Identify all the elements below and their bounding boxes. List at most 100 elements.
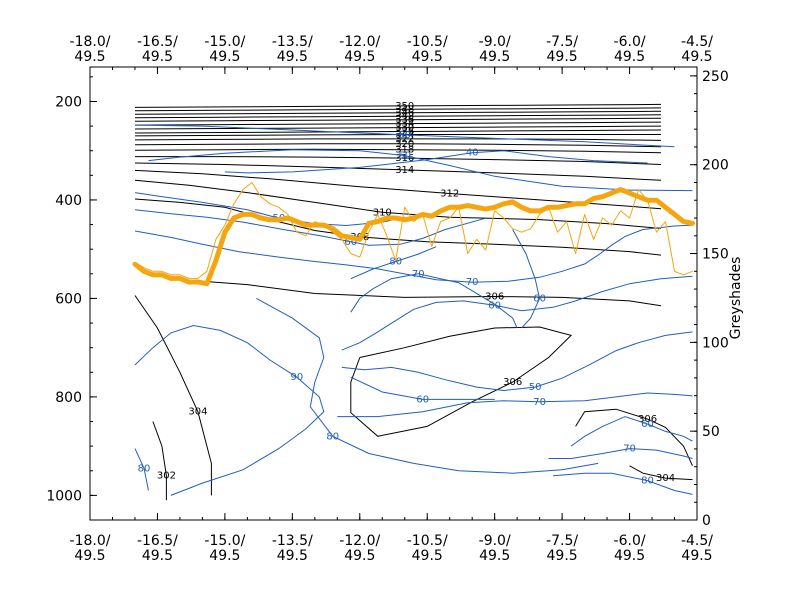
- theta-contour-line: [134, 129, 662, 134]
- x-tick-label-lat: 49.5: [142, 49, 173, 65]
- humidity-contour-label: 60: [344, 237, 357, 248]
- theta-contour-label: 326: [395, 127, 414, 138]
- humidity-contour-line: [341, 275, 693, 351]
- theta-contour-label: 306: [638, 414, 657, 425]
- x-tick-label-lat: 49.5: [344, 548, 375, 564]
- theta-contour-label: 306: [503, 377, 522, 388]
- humidity-contour-line: [350, 273, 518, 329]
- y-left-tick-label: 400: [55, 193, 82, 209]
- theta-contour-label: 304: [188, 407, 207, 418]
- x-tick-label-lon: -6.0/: [614, 533, 646, 549]
- x-tick-label-lon: -15.0/: [204, 533, 245, 549]
- x-tick-label-lon: -13.5/: [272, 34, 313, 50]
- humidity-contour-label: 70: [466, 277, 479, 288]
- right-axis-title: Greyshades: [728, 257, 744, 340]
- theta-contour-line: [134, 169, 662, 210]
- theta-contour-label: 322: [395, 134, 414, 145]
- x-tick-label-lat: 49.5: [209, 548, 240, 564]
- x-tick-label-lon: -7.5/: [546, 533, 578, 549]
- theta-contour-line: [134, 143, 662, 148]
- x-tick-label-lat: 49.5: [277, 49, 308, 65]
- humidity-contour-line: [512, 229, 541, 329]
- x-tick-label-lon: -9.0/: [479, 34, 511, 50]
- theta-contour-label: 304: [656, 473, 675, 484]
- x-tick-label-lon: -16.5/: [137, 533, 178, 549]
- humidity-contour-line: [134, 448, 149, 491]
- humidity-contour-label: 80: [389, 256, 402, 267]
- y-right-tick-label: 150: [702, 247, 729, 263]
- x-tick-label-lat: 49.5: [142, 548, 173, 564]
- x-tick-label-lat: 49.5: [479, 548, 510, 564]
- x-tick-label-lon: -10.5/: [407, 533, 448, 549]
- theta-contour-line: [134, 295, 212, 496]
- humidity-contour-line: [134, 124, 675, 148]
- theta-contour-line: [134, 103, 662, 108]
- x-tick-label-lat: 49.5: [547, 548, 578, 564]
- theta-contour-label: 314: [395, 165, 414, 176]
- x-tick-label-lon: -18.0/: [70, 533, 111, 549]
- x-tick-label-lat: 49.5: [74, 49, 105, 65]
- greyshade-lines: [132, 182, 695, 287]
- y-right-tick-label: 250: [702, 69, 729, 85]
- y-right-tick-label: 100: [702, 335, 729, 351]
- x-tick-label-lon: -15.0/: [204, 34, 245, 50]
- humidity-contour-line: [350, 376, 495, 400]
- theta-contour-line: [152, 421, 167, 501]
- theta-contour-line: [134, 107, 662, 112]
- humidity-contour-label: 50: [398, 151, 411, 162]
- y-right-tick-label: 0: [702, 513, 711, 529]
- theta-contour-label: 350: [395, 101, 414, 112]
- humidity-contour-line: [134, 324, 325, 496]
- humidity-contour-label: 60: [641, 419, 654, 430]
- theta-contour-line: [134, 110, 662, 115]
- humidity-contour-line: [148, 149, 693, 192]
- y-left-tick-label: 800: [55, 390, 82, 406]
- y-left-tick-label: 200: [55, 94, 82, 110]
- x-tick-label-lon: -10.5/: [407, 34, 448, 50]
- humidity-contour-label: 70: [412, 269, 425, 280]
- theta-contour-line: [134, 162, 662, 181]
- greyshade-thin-line: [134, 182, 693, 279]
- theta-contour-line: [202, 280, 662, 307]
- x-tick-label-lat: 49.5: [479, 49, 510, 65]
- x-tick-label-lat: 49.5: [412, 548, 443, 564]
- humidity-contour-label: 50: [398, 130, 411, 141]
- theta-contour-label: 338: [395, 115, 414, 126]
- x-tick-label-lon: -16.5/: [137, 34, 178, 50]
- x-tick-label-lat: 49.5: [74, 548, 105, 564]
- humidity-contour-line: [553, 472, 693, 495]
- humidity-contour-label: 80: [326, 431, 339, 442]
- humidity-contour-label: 60: [416, 394, 429, 405]
- plot-frame: [89, 66, 698, 521]
- theta-contour-line: [134, 148, 662, 154]
- x-tick-label-lat: 49.5: [681, 548, 712, 564]
- x-tick-label-lat: 49.5: [412, 49, 443, 65]
- humidity-contour-line: [548, 448, 693, 459]
- humidity-contour-line: [341, 331, 693, 392]
- theta-contour-label: 342: [395, 111, 414, 122]
- humidity-contour-line: [256, 297, 599, 474]
- x-tick-label-lon: -6.0/: [614, 34, 646, 50]
- theta-contour-line: [134, 121, 662, 126]
- x-tick-label-lon: -7.5/: [546, 34, 578, 50]
- x-tick-label-lat: 49.5: [614, 548, 645, 564]
- theta-contour-label: 302: [157, 471, 176, 482]
- humidity-contour-line: [350, 246, 437, 280]
- greyshade-thick-line: [132, 187, 695, 287]
- theta-contour-line: [134, 125, 662, 130]
- y-left-tick-label: 1000: [46, 488, 82, 504]
- x-tick-label-lat: 49.5: [277, 548, 308, 564]
- theta-contour-label: 306: [485, 291, 504, 302]
- humidity-contour-line: [134, 224, 693, 283]
- theta-contour-line: [134, 117, 662, 122]
- theta-contour-line: [575, 408, 693, 467]
- humidity-contour-label: 60: [533, 293, 546, 304]
- x-tick-label-lon: -4.5/: [681, 34, 713, 50]
- x-tick-label-lon: -12.0/: [339, 533, 380, 549]
- x-tick-label-lat: 49.5: [344, 49, 375, 65]
- theta-contour-label: 318: [395, 145, 414, 156]
- x-tick-label-lon: -12.0/: [339, 34, 380, 50]
- theta-contour-line: [134, 138, 662, 141]
